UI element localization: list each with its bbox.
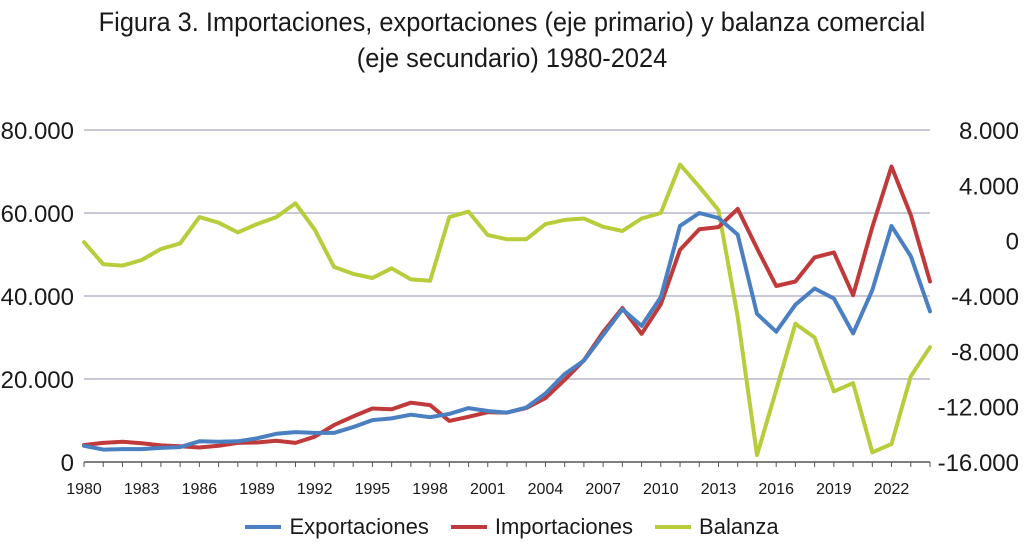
y-left-tick-label: 40.000 (1, 284, 74, 311)
chart-title: Figura 3. Importaciones, exportaciones (… (31, 4, 994, 76)
legend-label-importaciones: Importaciones (494, 514, 634, 539)
x-tick-label: 2022 (874, 481, 910, 498)
y-left-tick-label: 60.000 (1, 201, 74, 228)
x-tick-label: 2010 (643, 481, 679, 498)
y-right-tick-label: -8.000 (951, 339, 1019, 366)
legend-item-importaciones: Importaciones (450, 514, 634, 540)
legend-label-balanza: Balanza (699, 514, 779, 539)
series-line-exportaciones (82, 211, 932, 452)
series-line-balanza (82, 162, 932, 458)
legend: Exportaciones Importaciones Balanza (0, 514, 1024, 540)
y-right-tick-label: 0 (1006, 229, 1019, 256)
x-tick-label: 1980 (66, 481, 102, 498)
y-right-tick-label: 8.000 (959, 118, 1019, 145)
x-tick-label: 2007 (585, 481, 621, 498)
y-left-tick-label: 20.000 (1, 367, 74, 394)
x-tick-label: 2013 (701, 481, 737, 498)
legend-swatch-importaciones (450, 525, 487, 529)
y-right-tick-label: -4.000 (951, 284, 1019, 311)
x-tick-label: 1989 (239, 481, 275, 498)
x-tick-label: 1998 (412, 481, 448, 498)
x-tick-label: 1986 (182, 481, 218, 498)
x-tick-label: 1992 (297, 481, 333, 498)
legend-swatch-exportaciones (245, 525, 282, 529)
series-lines (82, 162, 932, 458)
y-left-tick-label: 80.000 (1, 118, 74, 145)
legend-item-balanza: Balanza (655, 514, 779, 540)
legend-item-exportaciones: Exportaciones (245, 514, 429, 540)
chart-title-line-2: (eje secundario) 1980-2024 (356, 43, 668, 73)
legend-label-exportaciones: Exportaciones (289, 514, 429, 539)
series-line-importaciones (82, 164, 932, 450)
x-tick-label: 2016 (758, 481, 794, 498)
x-tick-label: 2001 (470, 481, 506, 498)
axes (83, 461, 931, 467)
tick-labels: 0 20.000 40.000 60.000 80.000 -16.000 -12.000 -… (1, 118, 1019, 498)
legend-swatch-balanza (655, 525, 692, 529)
y-right-tick-label: 4.000 (959, 173, 1019, 200)
y-left-tick-label: 0 (61, 450, 74, 477)
chart-title-line-1: Figura 3. Importaciones, exportaciones (… (98, 7, 926, 37)
gridlines (84, 129, 930, 380)
x-tick-label: 1983 (124, 481, 160, 498)
x-tick-label: 2019 (816, 481, 852, 498)
x-tick-label: 1995 (355, 481, 391, 498)
y-right-tick-label: -12.000 (938, 395, 1019, 422)
x-tick-label: 2004 (528, 481, 564, 498)
y-right-tick-label: -16.000 (938, 450, 1019, 477)
